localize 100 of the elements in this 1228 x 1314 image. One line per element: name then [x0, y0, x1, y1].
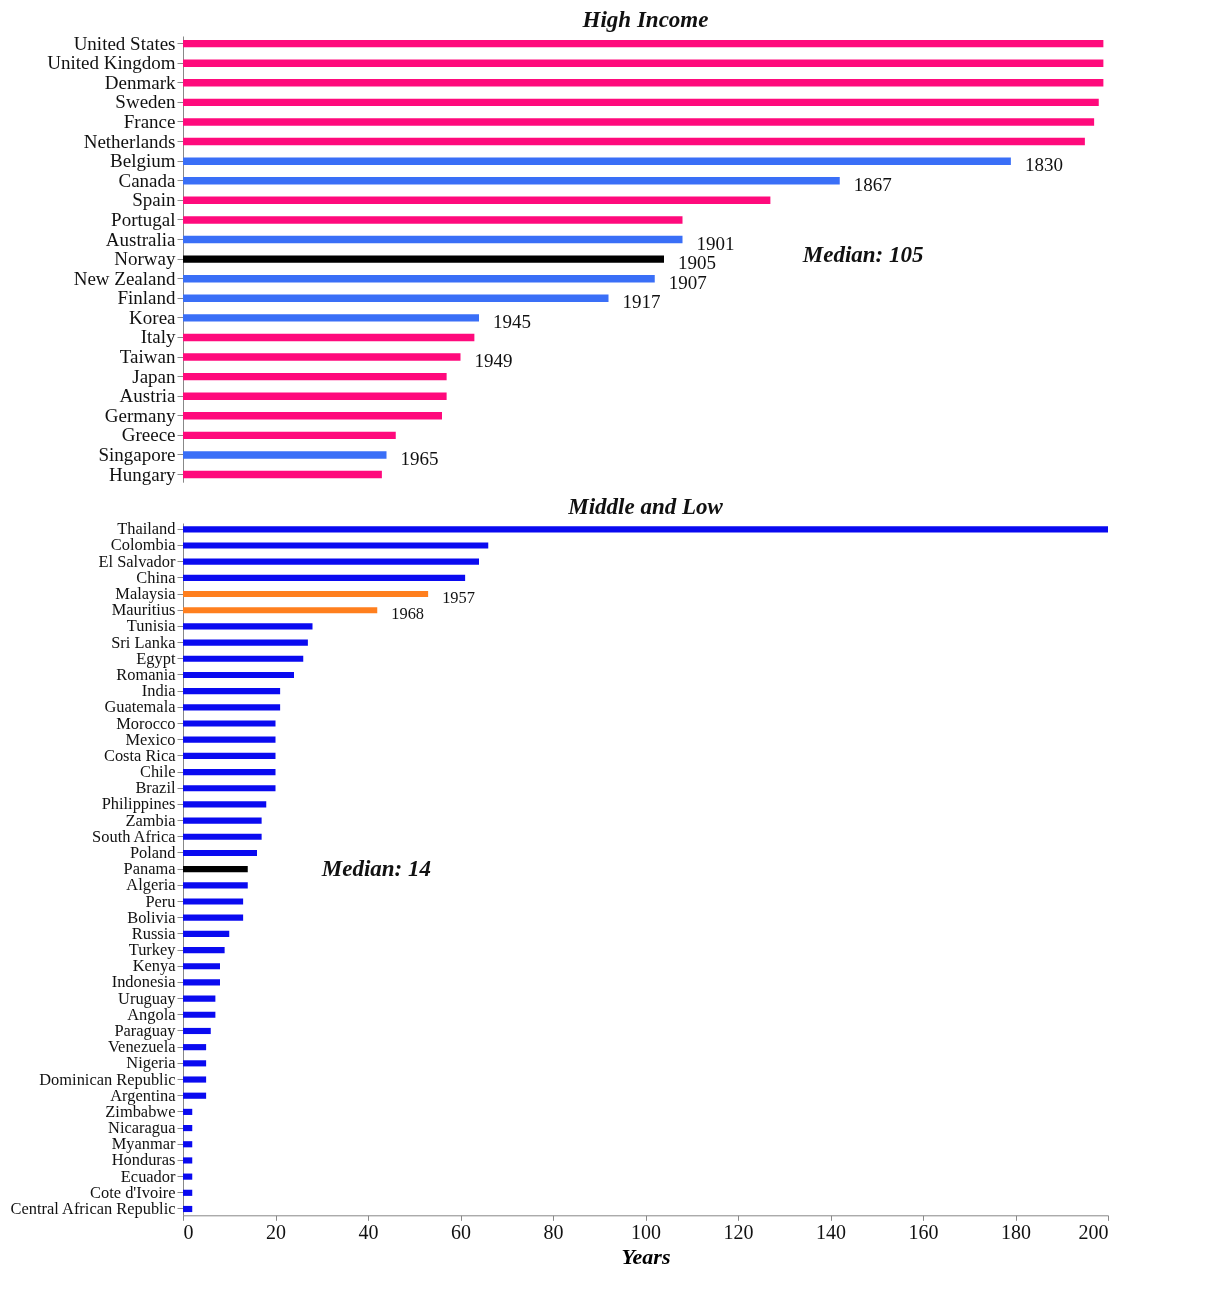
- annotation: 1957: [442, 588, 475, 608]
- bar: [183, 1108, 193, 1115]
- annotation: Median: 105: [801, 241, 924, 267]
- bar: [183, 866, 248, 873]
- bar: [183, 623, 313, 630]
- y-tick-label: Finland: [117, 287, 176, 309]
- y-tick-label: Nigeria: [126, 1053, 177, 1073]
- bar: [183, 768, 276, 776]
- bar: [183, 882, 248, 889]
- bar: [183, 392, 447, 400]
- bar: [183, 1141, 193, 1148]
- bar: [183, 752, 276, 759]
- bar: [183, 451, 387, 459]
- bar: [183, 1076, 207, 1083]
- bar: [183, 1205, 193, 1213]
- x-axis-title: Years: [621, 1243, 671, 1269]
- bar: [183, 898, 244, 905]
- bar: [183, 930, 230, 937]
- y-tick-label: Singapore: [98, 443, 176, 465]
- bar: [183, 914, 244, 921]
- bar: [183, 1044, 207, 1051]
- x-tick-label: 100: [631, 1220, 661, 1243]
- y-tick-label: Germany: [104, 404, 176, 426]
- bar: [183, 542, 489, 549]
- bar: [183, 412, 442, 420]
- x-tick-label: 80: [543, 1220, 564, 1243]
- bar: [183, 720, 276, 727]
- annotation: 1945: [493, 310, 531, 332]
- annotation: 1949: [474, 350, 513, 372]
- bar: [183, 995, 216, 1002]
- bar: [183, 688, 281, 695]
- bar: [183, 216, 683, 224]
- annotation: 1830: [1024, 154, 1063, 176]
- chart-title: Middle and Low: [567, 493, 724, 519]
- bar: [183, 59, 1104, 67]
- bar: [183, 1173, 193, 1180]
- bar: [183, 274, 655, 283]
- bar: [183, 235, 683, 244]
- y-tick-label: Norway: [114, 248, 176, 270]
- bar: [183, 639, 308, 646]
- x-tick-label: 60: [451, 1220, 471, 1243]
- bar: [183, 1027, 211, 1035]
- bar: [183, 39, 1104, 48]
- bar: [183, 817, 262, 824]
- x-tick-label: 180: [1001, 1220, 1031, 1243]
- bar: [183, 590, 429, 598]
- y-tick-label: Nicaragua: [108, 1118, 177, 1138]
- annotation: 1917: [622, 291, 661, 313]
- annotation: 1867: [853, 173, 892, 195]
- bar: [183, 118, 1095, 126]
- bar: [183, 470, 382, 479]
- bar: [183, 946, 225, 954]
- bar: [183, 963, 220, 970]
- bar: [183, 979, 220, 986]
- bar: [183, 849, 257, 857]
- y-tick-label: Belgium: [110, 150, 176, 172]
- y-tick-label: Uruguay: [118, 988, 177, 1008]
- y-tick-label: Japan: [132, 365, 176, 387]
- bar: [183, 1060, 207, 1067]
- y-tick-label: Taiwan: [119, 346, 176, 368]
- bar: [183, 431, 396, 440]
- x-tick-label: 40: [358, 1220, 379, 1243]
- bar: [183, 79, 1104, 87]
- bar: [183, 1092, 207, 1099]
- bar: [183, 333, 475, 342]
- bar: [183, 98, 1099, 107]
- y-tick-label: Spain: [132, 189, 176, 211]
- bar: [183, 196, 771, 205]
- y-tick-label: Netherlands: [83, 130, 176, 152]
- y-tick-label: Turkey: [128, 940, 177, 960]
- bar: [183, 704, 281, 711]
- bar: [183, 736, 276, 743]
- x-tick-label: 120: [723, 1220, 754, 1243]
- bar: [183, 558, 479, 565]
- bar: [183, 255, 664, 263]
- bar: [183, 526, 1108, 533]
- y-tick-label: Italy: [140, 326, 176, 348]
- bar: [183, 177, 840, 185]
- y-tick-label: United Kingdom: [47, 52, 176, 74]
- bar: [183, 801, 267, 808]
- bar: [183, 137, 1085, 146]
- bar: [183, 157, 1011, 165]
- bar: [183, 833, 262, 840]
- x-tick-label: 20: [266, 1220, 286, 1243]
- annotation: 1905: [678, 252, 716, 274]
- annotation: 1965: [400, 447, 439, 469]
- chart-title: High Income: [581, 7, 709, 33]
- y-tick-label: France: [123, 110, 176, 132]
- bar: [183, 1125, 193, 1132]
- bar: [183, 671, 294, 679]
- bar: [183, 294, 609, 302]
- bar: [183, 1189, 193, 1196]
- bar: [183, 655, 304, 662]
- bar: [183, 353, 461, 361]
- bar: [183, 1011, 216, 1018]
- annotation: 1968: [391, 604, 425, 624]
- y-tick-label: Sweden: [115, 91, 176, 113]
- y-tick-label: United States: [73, 32, 176, 54]
- x-tick-label: 0: [183, 1220, 194, 1243]
- bar: [183, 785, 276, 792]
